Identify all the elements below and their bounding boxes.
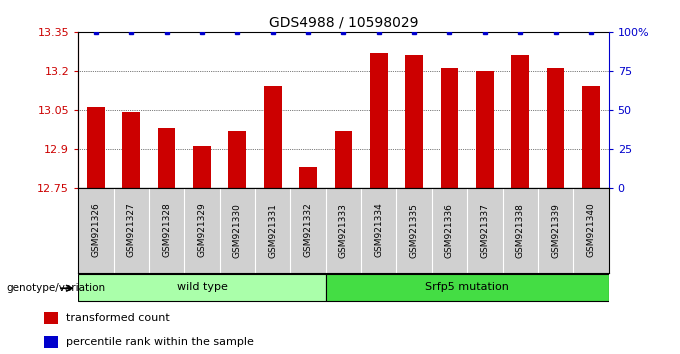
Text: Srfp5 mutation: Srfp5 mutation	[425, 282, 509, 292]
Bar	[158, 128, 175, 188]
Text: GSM921339: GSM921339	[551, 202, 560, 258]
Bar	[44, 336, 58, 348]
Text: GSM921334: GSM921334	[374, 203, 384, 257]
Bar	[335, 131, 352, 188]
Text: GSM921340: GSM921340	[586, 203, 596, 257]
Bar	[370, 53, 388, 188]
Bar	[547, 68, 564, 188]
Text: GSM921329: GSM921329	[197, 203, 207, 257]
Text: percentile rank within the sample: percentile rank within the sample	[66, 337, 254, 347]
FancyBboxPatch shape	[326, 274, 609, 301]
Bar	[476, 71, 494, 188]
Text: GSM921337: GSM921337	[480, 202, 490, 258]
Text: GSM921332: GSM921332	[303, 203, 313, 257]
Text: GSM921330: GSM921330	[233, 202, 242, 258]
Bar	[405, 55, 423, 188]
Bar	[193, 146, 211, 188]
Bar	[44, 312, 58, 324]
Bar	[299, 167, 317, 188]
Text: GSM921327: GSM921327	[126, 203, 136, 257]
Text: GSM921335: GSM921335	[409, 202, 419, 258]
Text: wild type: wild type	[177, 282, 227, 292]
Title: GDS4988 / 10598029: GDS4988 / 10598029	[269, 15, 418, 29]
Bar	[264, 86, 282, 188]
Bar	[441, 68, 458, 188]
Text: GSM921333: GSM921333	[339, 202, 348, 258]
Text: transformed count: transformed count	[66, 313, 169, 323]
Text: GSM921331: GSM921331	[268, 202, 277, 258]
Bar	[511, 55, 529, 188]
Text: GSM921328: GSM921328	[162, 203, 171, 257]
FancyBboxPatch shape	[78, 274, 326, 301]
Bar	[228, 131, 246, 188]
Text: genotype/variation: genotype/variation	[7, 282, 106, 293]
Bar	[122, 112, 140, 188]
Text: GSM921336: GSM921336	[445, 202, 454, 258]
Text: GSM921338: GSM921338	[515, 202, 525, 258]
Bar	[87, 107, 105, 188]
Bar	[582, 86, 600, 188]
Text: GSM921326: GSM921326	[91, 203, 101, 257]
